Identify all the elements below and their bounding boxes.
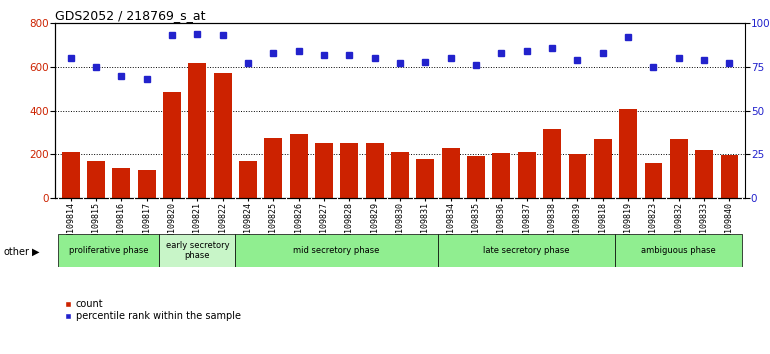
- Bar: [138, 170, 156, 198]
- Bar: [543, 129, 561, 198]
- Bar: [112, 168, 130, 198]
- Bar: [670, 139, 688, 198]
- Text: ▶: ▶: [32, 247, 40, 257]
- Text: late secretory phase: late secretory phase: [484, 246, 570, 255]
- Bar: [442, 148, 460, 198]
- Bar: [391, 152, 409, 198]
- Bar: [87, 161, 105, 198]
- Bar: [644, 163, 662, 198]
- Bar: [189, 63, 206, 198]
- Bar: [58, 234, 159, 267]
- Bar: [615, 234, 742, 267]
- Bar: [163, 92, 181, 198]
- Bar: [366, 143, 383, 198]
- Bar: [695, 150, 713, 198]
- Legend: count, percentile rank within the sample: count, percentile rank within the sample: [60, 295, 245, 325]
- Text: proliferative phase: proliferative phase: [69, 246, 149, 255]
- Text: ambiguous phase: ambiguous phase: [641, 246, 716, 255]
- Bar: [619, 109, 637, 198]
- Bar: [594, 139, 611, 198]
- Bar: [264, 138, 282, 198]
- Bar: [518, 152, 536, 198]
- Bar: [568, 154, 586, 198]
- Bar: [236, 234, 438, 267]
- Bar: [315, 143, 333, 198]
- Bar: [467, 156, 485, 198]
- Bar: [62, 152, 79, 198]
- Bar: [214, 73, 232, 198]
- Bar: [721, 155, 738, 198]
- Text: early secretory
phase: early secretory phase: [166, 241, 229, 260]
- Bar: [159, 234, 236, 267]
- Text: other: other: [4, 247, 30, 257]
- Bar: [438, 234, 615, 267]
- Bar: [290, 134, 307, 198]
- Text: mid secretory phase: mid secretory phase: [293, 246, 380, 255]
- Bar: [340, 143, 358, 198]
- Bar: [417, 159, 434, 198]
- Bar: [239, 161, 257, 198]
- Bar: [493, 153, 511, 198]
- Text: GDS2052 / 218769_s_at: GDS2052 / 218769_s_at: [55, 9, 206, 22]
